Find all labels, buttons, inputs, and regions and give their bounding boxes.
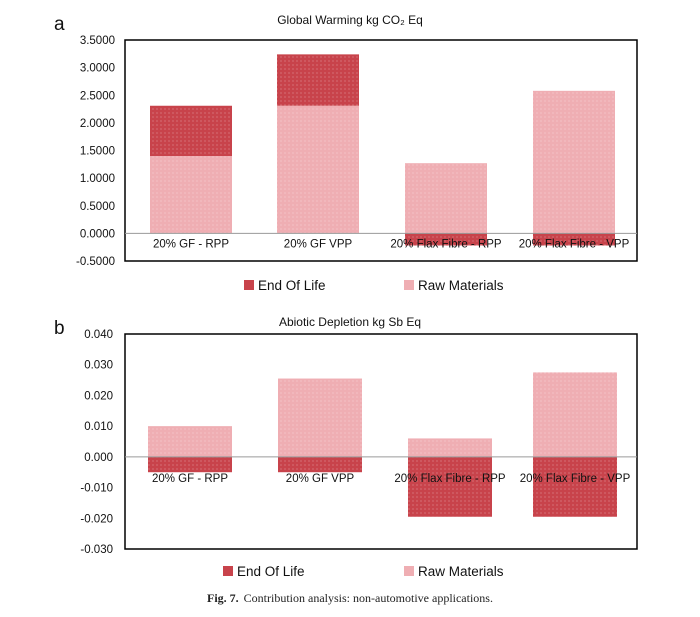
caption-text: Contribution analysis: non-automotive ap… <box>244 591 493 605</box>
panel-label-a: a <box>54 14 65 35</box>
bar-texture <box>277 105 359 234</box>
bar-texture <box>277 54 359 106</box>
y-tick-label: -0.020 <box>80 513 113 525</box>
y-tick-label: -0.5000 <box>76 256 115 268</box>
legend-swatch-end-of-life <box>244 280 254 290</box>
bar-texture <box>408 438 492 457</box>
y-tick-label: 1.0000 <box>80 173 115 185</box>
category-label: 20% GF - RPP <box>152 473 228 485</box>
legend-label-raw-materials: Raw Materials <box>418 564 504 579</box>
category-label: 20% Flax Fibre - VPP <box>519 238 630 250</box>
category-label: 20% Flax Fibre - RPP <box>390 238 502 250</box>
legend-label-raw-materials: Raw Materials <box>418 278 504 293</box>
y-tick-label: -0.030 <box>80 544 113 556</box>
bar-texture <box>278 456 362 473</box>
panel-label-b: b <box>54 318 65 339</box>
bar-texture <box>405 163 487 234</box>
category-labels: 20% GF - RPP 20% GF VPP 20% Flax Fibre - R… <box>153 238 630 250</box>
bar-texture <box>533 456 617 517</box>
chart-title: Abiotic Depletion kg Sb Eq <box>279 315 421 329</box>
bar-texture <box>405 233 487 246</box>
bar-texture <box>148 426 232 457</box>
category-label: 20% GF - RPP <box>153 238 229 250</box>
bar-texture <box>150 105 232 157</box>
category-label: 20% Flax Fibre - VPP <box>520 473 631 485</box>
legend: End Of Life Raw Materials <box>223 564 504 579</box>
abiotic-depletion-chart: b Abiotic Depletion kg Sb Eq 0.0400.0300… <box>54 315 638 579</box>
legend-swatch-raw-materials <box>404 280 414 290</box>
legend-swatch-raw-materials <box>404 566 414 576</box>
y-tick-label: 1.5000 <box>80 146 115 158</box>
y-tick-label: 2.0000 <box>80 118 115 130</box>
y-tick-label: 0.5000 <box>80 201 115 213</box>
bar-texture <box>533 372 617 457</box>
legend-label-end-of-life: End Of Life <box>258 278 326 293</box>
bar-texture <box>148 456 232 473</box>
legend-label-end-of-life: End Of Life <box>237 564 305 579</box>
y-tick-label: 0.000 <box>84 452 113 464</box>
category-label: 20% Flax Fibre - RPP <box>394 473 506 485</box>
category-label: 20% GF VPP <box>284 238 353 250</box>
y-tick-label: 2.5000 <box>80 90 115 102</box>
category-labels: 20% GF - RPP 20% GF VPP 20% Flax Fibre - R… <box>152 473 631 485</box>
bars-layer <box>125 54 637 246</box>
y-tick-label: 0.0000 <box>80 228 115 240</box>
caption-label: Fig. 7. <box>207 591 239 605</box>
bar-texture <box>278 378 362 457</box>
y-tick-label: 3.5000 <box>80 35 115 47</box>
bar-texture <box>533 233 615 246</box>
legend-swatch-end-of-life <box>223 566 233 576</box>
legend: End Of Life Raw Materials <box>244 278 504 293</box>
y-tick-label: 3.0000 <box>80 63 115 75</box>
global-warming-chart: a Global Warming kg CO₂ Eq 3.5000 3.0000 2… <box>54 13 638 293</box>
y-tick-label: 0.040 <box>84 329 113 341</box>
y-tick-label: 0.020 <box>84 390 113 402</box>
y-axis: 0.040 0.030 0.020 0.010 0.000 -0.010 -0.020 -0.… <box>80 329 113 556</box>
y-tick-label: -0.010 <box>80 483 113 495</box>
y-tick-label: 0.010 <box>84 421 113 433</box>
chart-title: Global Warming kg CO₂ Eq <box>277 13 423 27</box>
y-tick-label: 0.030 <box>84 360 113 372</box>
bar-texture <box>408 456 492 517</box>
bar-texture <box>150 156 232 234</box>
y-axis: 3.5000 3.0000 2.5000 2.0000 1.5000 1.0000 0.50… <box>76 35 115 268</box>
figure-caption: Fig. 7. Contribution analysis: non-automo… <box>207 591 493 605</box>
bar-texture <box>533 90 615 234</box>
category-label: 20% GF VPP <box>286 473 355 485</box>
bars-layer <box>125 372 637 517</box>
